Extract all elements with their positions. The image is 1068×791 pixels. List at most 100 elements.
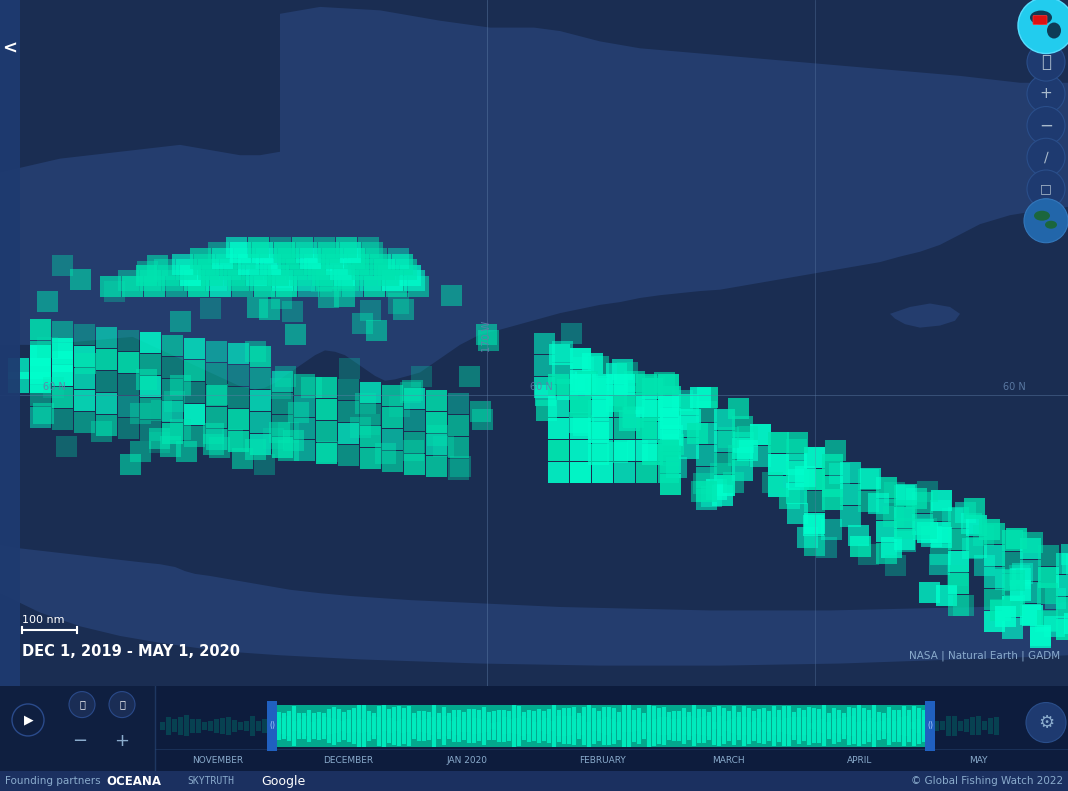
Bar [994,717,999,735]
Bar [714,475,735,496]
Bar [737,712,741,740]
Text: FEBRUARY: FEBRUARY [580,756,626,766]
Bar [570,396,591,417]
Bar [316,270,337,291]
Bar [642,713,646,739]
Bar [374,259,395,280]
Bar [772,717,778,735]
Bar [1056,575,1068,596]
Bar [1061,543,1068,565]
Bar [876,521,897,542]
Bar [658,440,679,461]
Bar [294,396,315,417]
Bar [242,259,263,280]
Bar [658,418,679,439]
Bar [796,717,801,736]
Circle shape [69,691,95,717]
Bar [627,705,631,747]
Bar [209,437,230,458]
Bar [256,248,277,269]
Bar [642,445,663,465]
Bar [399,382,421,403]
Bar [676,719,681,732]
Bar [140,377,161,397]
Bar [706,716,711,736]
Bar [389,396,410,417]
Bar [227,270,249,291]
Bar [1037,610,1057,631]
Bar [447,437,469,458]
Bar [768,432,789,452]
Bar [867,710,871,742]
Bar [450,456,471,477]
Bar [732,460,753,482]
Bar [337,401,359,422]
Bar [829,464,850,484]
Bar [406,720,411,732]
Ellipse shape [673,109,688,119]
Text: ⌕: ⌕ [1041,53,1051,71]
Bar [402,708,406,744]
Bar [358,719,363,732]
Bar [702,710,706,743]
Bar [637,462,657,483]
Bar [527,710,531,742]
Bar [974,555,995,577]
Bar [850,716,855,736]
Bar [184,360,205,381]
Bar [392,254,413,274]
Bar [370,254,391,274]
Bar [612,359,633,380]
Polygon shape [0,7,1068,390]
Bar [644,377,665,397]
Bar [663,434,685,455]
Bar [418,720,423,732]
Bar [227,343,249,365]
Bar [140,421,161,441]
Text: ∕: ∕ [1043,150,1049,165]
Bar [411,366,433,387]
Bar [447,415,469,436]
Bar [350,417,372,437]
Bar [955,502,976,524]
Bar [916,719,921,733]
Bar [0,0,20,690]
Bar [30,384,51,406]
Bar [52,343,73,365]
Bar [642,378,663,399]
Bar [452,710,456,742]
Bar [140,399,161,419]
Bar [658,396,679,417]
Bar [333,286,355,308]
Bar [717,706,721,746]
Bar [188,275,209,297]
Bar [337,379,359,400]
Bar [682,717,687,735]
Bar [894,518,915,539]
Bar [696,467,717,488]
Bar [203,434,224,455]
Bar [907,710,911,741]
Bar [258,299,280,320]
Bar [280,718,285,733]
Bar [786,454,806,475]
Bar [426,412,447,433]
Bar [254,453,276,475]
Bar [1056,619,1068,640]
Bar [588,377,609,399]
Bar [860,468,881,490]
Circle shape [1027,107,1065,145]
Circle shape [1018,0,1068,54]
Bar [37,291,58,312]
Bar [166,275,187,297]
Bar [896,500,916,521]
Ellipse shape [1045,221,1057,229]
Bar [787,706,791,746]
Bar [283,430,304,452]
Bar [574,357,594,378]
Bar [30,319,51,339]
Bar [1005,596,1025,616]
Bar [213,248,233,269]
Bar [360,448,381,469]
Bar [245,438,266,460]
